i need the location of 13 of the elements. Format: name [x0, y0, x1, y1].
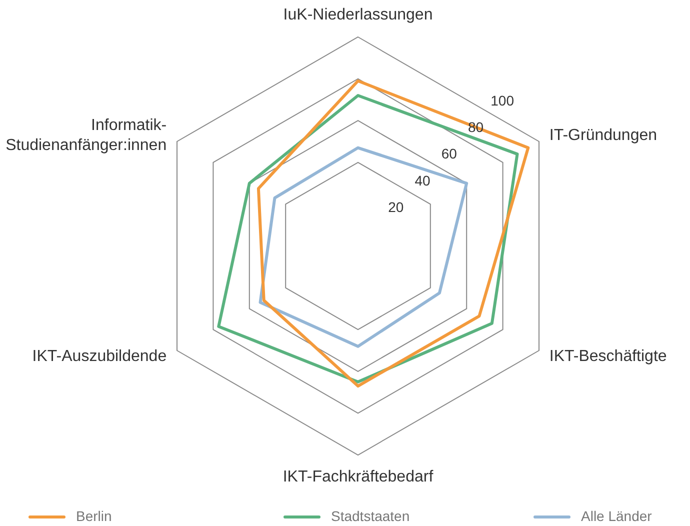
legend-label: Alle Länder [581, 508, 652, 524]
y-tick-label: 20 [388, 198, 404, 215]
spoke-label: Informatik-Studienanfänger:innen [6, 116, 167, 154]
legend-label: Berlin [76, 508, 112, 524]
spoke-label: IuK-Niederlassungen [283, 6, 433, 24]
y-tick-label: 100 [490, 92, 514, 109]
spoke-label: IKT-Fachkräftebedarf [282, 468, 434, 486]
y-tick-label: 60 [441, 146, 458, 162]
y-tick-label: 40 [414, 172, 431, 188]
spoke-label: IKT-Auszubildende [32, 348, 167, 365]
spoke-label: IKT-Beschäftigte [549, 348, 667, 365]
legend-label: Stadtstaaten [331, 508, 410, 524]
spoke-label: IT-Gründungen [549, 126, 658, 144]
